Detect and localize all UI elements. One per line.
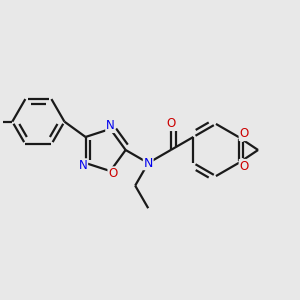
Text: O: O bbox=[239, 128, 249, 140]
Text: N: N bbox=[79, 159, 88, 172]
Text: N: N bbox=[143, 157, 153, 169]
Text: N: N bbox=[106, 119, 115, 132]
Text: O: O bbox=[166, 117, 176, 130]
Text: O: O bbox=[239, 160, 249, 172]
Text: O: O bbox=[108, 167, 117, 180]
